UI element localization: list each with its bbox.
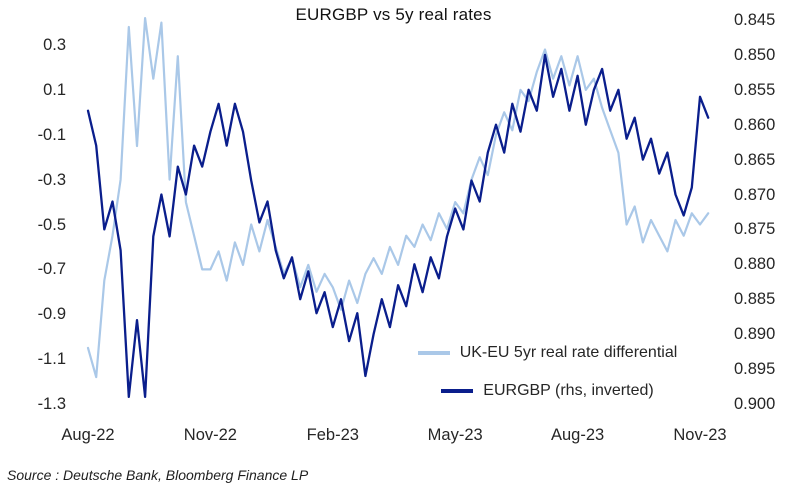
left-axis-tick-label: -0.3 <box>37 170 66 189</box>
left-axis-tick-label: -0.9 <box>37 305 66 324</box>
left-axis-tick-label: -0.7 <box>37 260 66 279</box>
legend-line-swatch <box>441 389 474 393</box>
source-note: Source : Deutsche Bank, Bloomberg Financ… <box>7 467 309 483</box>
right-axis-tick-label: 0.860 <box>734 115 776 134</box>
x-axis-tick-label: Nov-23 <box>673 426 727 444</box>
x-axis-tick-label: May-23 <box>427 426 483 444</box>
legend-label: EURGBP (rhs, inverted) <box>483 382 654 399</box>
left-axis-tick-label: -0.1 <box>37 125 66 144</box>
right-axis-tick-label: 0.875 <box>734 220 776 239</box>
legend-line-swatch <box>417 351 450 355</box>
x-axis-tick-label: Nov-22 <box>183 426 237 444</box>
right-axis-tick-label: 0.880 <box>734 255 776 274</box>
legend-label: UK-EU 5yr real rate differential <box>459 344 678 361</box>
left-axis-tick-label: 0.1 <box>43 80 66 99</box>
x-axis-tick-label: Aug-23 <box>550 426 605 444</box>
left-axis-tick-label: -1.3 <box>37 395 66 413</box>
left-axis-tick-label: 0.3 <box>43 36 66 54</box>
series-uk-eu-differential-line <box>86 17 710 379</box>
right-axis-tick-label: 0.870 <box>734 185 776 204</box>
right-axis-tick-label: 0.890 <box>734 325 776 344</box>
chart-title: EURGBP vs 5y real rates <box>295 5 492 24</box>
series-eurgbp-line <box>86 53 710 399</box>
x-axis-tick-label: Feb-23 <box>306 426 359 444</box>
right-axis-tick-label: 0.895 <box>734 360 776 378</box>
left-axis-tick-label: -1.1 <box>37 350 66 369</box>
legend: UK-EU 5yr real rate differential EURGBP (… <box>390 334 705 410</box>
right-axis-tick-label: 0.865 <box>734 150 776 169</box>
right-axis-tick-label: 0.850 <box>734 45 776 64</box>
legend-item: EURGBP (rhs, inverted) <box>390 372 705 410</box>
right-axis-tick-label: 0.900 <box>734 394 776 413</box>
x-axis-tick-label: Aug-22 <box>61 426 115 444</box>
right-axis-tick-label: 0.885 <box>734 290 776 309</box>
right-axis-tick-label: 0.855 <box>734 80 776 99</box>
legend-item: UK-EU 5yr real rate differential <box>390 334 705 372</box>
right-axis-tick-label: 0.845 <box>734 11 776 29</box>
left-axis-tick-label: -0.5 <box>37 215 66 234</box>
